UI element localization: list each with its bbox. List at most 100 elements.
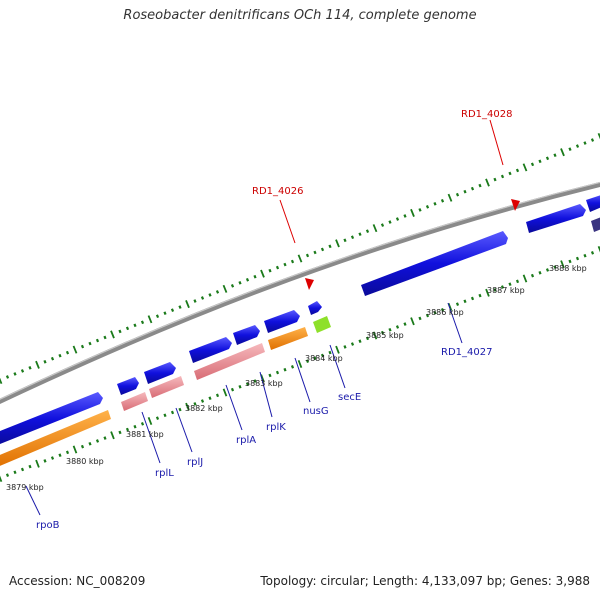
outer-tick-minor xyxy=(508,171,512,176)
inner-tick-minor xyxy=(133,424,137,429)
leader-rplk xyxy=(259,371,273,418)
inner-tick-minor xyxy=(268,373,272,378)
inner-tick-minor xyxy=(515,279,520,284)
inner-tick-minor xyxy=(478,293,482,298)
outer-tick-minor xyxy=(140,320,145,325)
inner-tick-minor xyxy=(253,379,257,383)
gene-rpla-block[interactable] xyxy=(194,343,265,380)
gene-block[interactable] xyxy=(526,204,586,233)
kbp-3882: 3882 kbp xyxy=(185,404,223,413)
kbp-3883: 3883 kbp xyxy=(245,379,283,388)
genome-summary-text: Topology: circular; Length: 4,133,097 bp… xyxy=(260,574,590,588)
outer-tick-minor xyxy=(515,168,520,173)
inner-tick-minor xyxy=(140,422,145,426)
kbp-3880: 3880 kbp xyxy=(66,457,104,466)
outer-tick-minor xyxy=(455,192,460,197)
gene-nusg-orange[interactable] xyxy=(268,327,308,350)
inner-tick-minor xyxy=(433,310,437,315)
gene-rpob-orange[interactable] xyxy=(0,410,111,468)
marker-rd1-4026[interactable] xyxy=(305,278,314,290)
rna-genes xyxy=(121,343,265,411)
inner-tick-minor xyxy=(208,396,212,400)
inner-tick-minor xyxy=(350,342,355,346)
label-rpob[interactable]: rpoB xyxy=(36,520,60,531)
outer-tick-minor xyxy=(395,217,400,221)
outer-tick-minor xyxy=(58,353,62,358)
inner-tick-minor xyxy=(80,444,85,449)
label-rd1-4026[interactable]: RD1_4026 xyxy=(252,186,303,197)
inner-tick-minor xyxy=(125,427,130,432)
inner-tick-major xyxy=(372,331,378,340)
outer-tick-minor xyxy=(493,177,497,182)
gene-block[interactable] xyxy=(308,301,322,315)
kbp-3879: 3879 kbp xyxy=(6,483,44,492)
gene-block[interactable] xyxy=(233,325,260,345)
inner-tick-major xyxy=(297,359,303,369)
gene-block-large[interactable] xyxy=(361,231,508,296)
leader-rplj xyxy=(175,407,193,453)
label-rplk[interactable]: rplK xyxy=(266,422,286,433)
gene-rplj-block[interactable] xyxy=(149,376,184,398)
inner-tick-minor xyxy=(43,459,47,463)
outer-tick-minor xyxy=(208,293,212,297)
gene-sece-block[interactable] xyxy=(313,316,331,333)
inner-tick-minor xyxy=(103,436,107,440)
outer-tick-minor xyxy=(305,253,310,258)
inner-tick-major xyxy=(147,416,153,426)
inner-tick-minor xyxy=(170,410,175,415)
outer-tick-ring xyxy=(0,132,600,385)
gene-block[interactable] xyxy=(144,362,176,384)
gene-block-reverse[interactable] xyxy=(591,216,600,232)
outer-tick-major xyxy=(522,163,528,172)
label-rpll[interactable]: rplL xyxy=(155,468,174,479)
ncrna-labels: RD1_4026 RD1_4028 xyxy=(252,109,512,197)
outer-tick-minor xyxy=(313,250,317,255)
outer-tick-minor xyxy=(538,159,542,164)
genome-backbone xyxy=(0,181,600,405)
inner-tick-minor xyxy=(283,367,287,372)
gene-rpll-block[interactable] xyxy=(121,392,148,411)
label-sece[interactable]: secE xyxy=(338,392,361,403)
gene-block[interactable] xyxy=(264,310,300,333)
outer-tick-minor xyxy=(88,341,92,346)
outer-tick-minor xyxy=(583,141,587,145)
inner-tick-minor xyxy=(320,353,325,358)
label-rd1-4028[interactable]: RD1_4028 xyxy=(461,109,512,120)
inner-tick-minor xyxy=(50,456,55,460)
gene-block[interactable] xyxy=(586,194,600,212)
outer-tick-minor xyxy=(200,296,205,300)
outer-tick-minor xyxy=(320,247,325,252)
label-rpla[interactable]: rplA xyxy=(236,435,256,446)
gene-labels: rpoB rplL rplJ rplA rplK nusG secE RD1_4… xyxy=(36,347,492,531)
inner-tick-minor xyxy=(20,467,25,472)
outer-tick-major xyxy=(597,132,600,140)
outer-tick-minor xyxy=(163,311,167,315)
outer-tick-major xyxy=(0,377,3,385)
gene-block[interactable] xyxy=(117,377,139,395)
inner-tick-minor xyxy=(155,416,160,420)
inner-tick-minor xyxy=(463,299,467,304)
inner-tick-minor xyxy=(358,339,362,343)
label-rd1-4027[interactable]: RD1_4027 xyxy=(441,347,492,358)
label-rplj[interactable]: rplJ xyxy=(187,457,203,468)
kbp-3881: 3881 kbp xyxy=(126,430,164,439)
kbp-3887: 3887 kbp xyxy=(487,286,525,295)
outer-tick-minor xyxy=(5,375,10,379)
gene-rpob-block[interactable] xyxy=(0,392,103,446)
inner-tick-minor xyxy=(538,271,542,275)
outer-tick-major xyxy=(260,269,265,278)
outer-tick-major xyxy=(372,224,378,233)
outer-tick-minor xyxy=(403,214,407,218)
outer-tick-minor xyxy=(343,238,347,243)
gene-block[interactable] xyxy=(189,337,232,363)
outer-tick-minor xyxy=(418,208,422,212)
callout-lines xyxy=(25,119,504,516)
label-nusg[interactable]: nusG xyxy=(303,406,329,417)
accession-text: Accession: NC_008209 xyxy=(9,574,146,588)
forward-genes xyxy=(0,194,600,446)
inner-tick-minor xyxy=(245,382,250,386)
outer-tick-minor xyxy=(380,223,385,227)
outer-tick-minor xyxy=(470,186,475,191)
marker-rd1-4028[interactable] xyxy=(511,199,520,211)
